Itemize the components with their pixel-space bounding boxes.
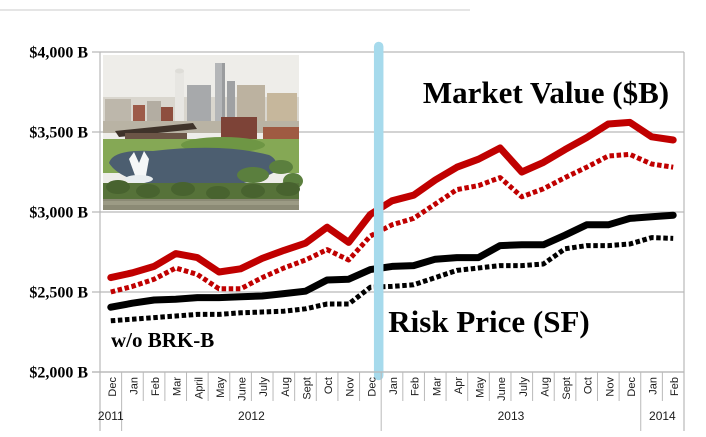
x-axis-month-label: May <box>475 377 487 398</box>
photo-buildings <box>105 63 297 125</box>
x-axis-month-label: Dec <box>107 377 119 397</box>
x-axis-month-label: Feb <box>410 377 422 396</box>
x-axis-month-label: Jan <box>128 377 140 395</box>
x-axis-month-label: Nov <box>345 377 357 397</box>
wo-brkb-annotation: w/o BRK-B <box>111 328 214 352</box>
photo-tree-band <box>103 183 299 199</box>
x-axis-month-label: Aug <box>539 377 551 397</box>
x-axis-month-label: Apr <box>453 377 465 394</box>
x-axis-month-label: Dec <box>626 377 638 397</box>
x-axis-month-label: April <box>193 377 205 399</box>
x-axis: Dec Jan Feb Mar April May June July Aug Sept Oct No… <box>92 371 684 431</box>
x-axis-month-label: June <box>237 377 249 401</box>
x-axis-month-label: Mar <box>431 377 443 396</box>
x-axis-year-label: 2012 <box>238 409 265 423</box>
x-axis-month-label: Oct <box>323 377 335 394</box>
y-axis-tick-label: $2,500 B <box>29 285 88 302</box>
x-axis-month-label: Sept <box>301 377 313 400</box>
x-axis-month-label: July <box>258 377 270 397</box>
y-axis-tick-label: $4,000 B <box>29 45 88 62</box>
x-axis-month-label: July <box>518 377 530 397</box>
x-axis-month-label: Feb <box>669 377 681 396</box>
market-value-b-line <box>107 118 677 282</box>
x-axis-month-label: Oct <box>583 377 595 394</box>
photo-fountain <box>125 151 153 183</box>
x-axis-month-label: May <box>215 377 227 398</box>
risk-price-sf-line <box>107 211 677 311</box>
y-axis-tick-label: $3,000 B <box>29 205 88 222</box>
x-axis-month-label: Aug <box>280 377 292 397</box>
city-photo <box>103 55 303 210</box>
photo-tree-crowns <box>106 180 300 200</box>
y-axis-tick-label: $2,000 B <box>29 365 88 382</box>
x-axis-month-label: Jan <box>648 377 660 395</box>
x-axis-month-label: Dec <box>366 377 378 397</box>
data-series <box>107 118 677 324</box>
x-axis-year-label: 2011 <box>98 409 124 423</box>
risk-price-title: Risk Price (SF) <box>388 304 589 339</box>
x-axis-month-label: Jan <box>388 377 400 395</box>
x-axis-month-label: Feb <box>150 377 162 396</box>
x-axis-year-label: 2013 <box>498 409 525 423</box>
gridlines-and-y-labels: $4,000 B $3,500 B $3,000 B $2,500 B $2,000 B <box>29 45 685 431</box>
market-value-b-w-o-brk-b-line <box>110 151 674 295</box>
x-axis-month-label: June <box>496 377 508 401</box>
risk-price-sf-w-o-brk-b-line <box>110 235 674 324</box>
x-axis-month-label: Mar <box>172 377 184 396</box>
x-axis-month-label: Nov <box>604 377 616 397</box>
market-value-title: Market Value ($B) <box>423 75 669 110</box>
x-axis-month-label: Sept <box>561 377 573 400</box>
photo-pavilion <box>115 123 197 143</box>
photo-river-streak <box>103 201 299 205</box>
x-axis-year-label: 2014 <box>649 409 676 423</box>
y-axis-tick-label: $3,500 B <box>29 125 88 142</box>
